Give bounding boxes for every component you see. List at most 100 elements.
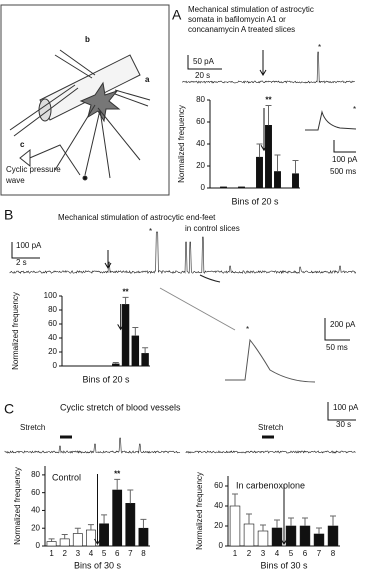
error-bar	[140, 518, 147, 529]
error-bar	[246, 513, 252, 524]
y-tick-label: 60	[214, 481, 223, 490]
panel-label: A	[172, 7, 182, 23]
y-tick-label: 60	[31, 488, 40, 497]
bar	[72, 533, 83, 547]
x-tick-label: 6	[115, 549, 120, 558]
x-tick-label: 5	[289, 549, 294, 558]
error-bar	[48, 538, 55, 542]
scale-label: 2 s	[16, 258, 27, 267]
x-axis-label: Bins of 30 s	[260, 560, 308, 570]
significance: **	[114, 469, 121, 478]
bar	[238, 186, 245, 189]
y-axis-label: Normalized frequency	[13, 467, 22, 545]
stim-arrow	[104, 250, 112, 269]
error-bar	[274, 519, 280, 528]
error-bar	[316, 527, 322, 534]
bar	[285, 525, 297, 547]
y-tick-label: 20	[196, 161, 205, 170]
error-bar	[87, 524, 94, 530]
bar	[229, 505, 241, 547]
diagram	[9, 49, 151, 181]
x-tick-label: 6	[303, 549, 308, 558]
trace	[9, 231, 357, 275]
stim-arrow	[117, 304, 125, 331]
scale-bar	[187, 55, 222, 70]
bar	[121, 304, 130, 367]
stim-arrow	[280, 484, 288, 545]
significance: **	[265, 96, 272, 105]
inset-trace	[225, 338, 316, 383]
bar	[274, 171, 281, 189]
y-tick-label: 80	[48, 305, 57, 314]
y-tick-label: 40	[214, 501, 223, 510]
error-bar	[292, 160, 299, 174]
scale-bar	[324, 318, 350, 341]
error-bar	[256, 143, 263, 158]
error-bar	[127, 489, 134, 504]
x-tick-label: 8	[331, 549, 336, 558]
trace	[199, 274, 221, 283]
diagram-text: wave	[5, 176, 25, 185]
stim-arrow	[260, 108, 268, 152]
bar	[327, 525, 339, 547]
x-tick-label: 8	[141, 549, 146, 558]
diagram-frame	[0, 4, 170, 196]
x-tick-label: 2	[247, 549, 252, 558]
scale-label: 500 ms	[330, 167, 356, 176]
annotation: *	[353, 105, 356, 114]
bar	[313, 533, 325, 547]
error-bar	[114, 478, 121, 490]
x-tick-label: 7	[317, 549, 322, 558]
y-axis-label: Normalized frequency	[11, 292, 20, 370]
scale-bar	[11, 242, 40, 259]
scale-label: 100 pA	[332, 155, 358, 164]
x-tick-label: 4	[275, 549, 280, 558]
error-bar	[61, 533, 68, 539]
bar	[141, 353, 149, 367]
trace	[185, 450, 356, 454]
bar	[271, 527, 283, 547]
error-bar	[232, 493, 238, 506]
scale-label: 200 pA	[330, 320, 356, 329]
x-axis-label: Bins of 20 s	[231, 196, 279, 206]
y-tick-label: 100	[44, 291, 58, 300]
annotation: *	[318, 43, 321, 52]
x-tick-label: 3	[76, 549, 81, 558]
stim-arrow	[259, 50, 267, 76]
bar	[265, 125, 272, 189]
error-bar	[74, 527, 81, 534]
y-tick-label: 60	[48, 319, 57, 328]
annotation: *	[149, 227, 152, 236]
scale-label: 100 pA	[333, 403, 359, 412]
x-tick-label: 2	[62, 549, 67, 558]
y-tick-label: 20	[214, 521, 223, 530]
error-bar	[101, 514, 108, 524]
scale-label: 20 s	[195, 71, 210, 80]
panel-title: concanamycin A treated slices	[188, 25, 295, 34]
y-axis-label: Normalized frequency	[177, 105, 186, 183]
bar	[46, 541, 57, 547]
panel-label: B	[4, 207, 13, 223]
bar	[138, 527, 149, 547]
axis	[209, 100, 300, 189]
x-tick-label: 3	[261, 549, 266, 558]
error-bar	[260, 524, 266, 531]
y-axis-label: Normalized frequency	[195, 472, 204, 550]
bar	[256, 156, 263, 189]
inset-trace	[305, 110, 357, 131]
bar	[86, 529, 96, 547]
bar	[292, 173, 299, 189]
x-tick-label: 7	[128, 549, 133, 558]
scale-label: 30 s	[336, 420, 351, 429]
bar	[112, 363, 120, 367]
diagram-label: c	[20, 140, 25, 149]
bar	[99, 523, 109, 547]
scale-bar	[327, 402, 356, 421]
chart-title: In carbenoxolone	[236, 480, 305, 490]
y-tick-label: 60	[196, 117, 205, 126]
error-bar	[112, 362, 119, 364]
diagram-text: Cyclic pressure	[6, 165, 61, 174]
scale-bar	[333, 140, 356, 153]
panel-title: Mechanical stimulation of astrocytic	[188, 5, 314, 14]
scale-label: 50 pA	[193, 57, 215, 66]
